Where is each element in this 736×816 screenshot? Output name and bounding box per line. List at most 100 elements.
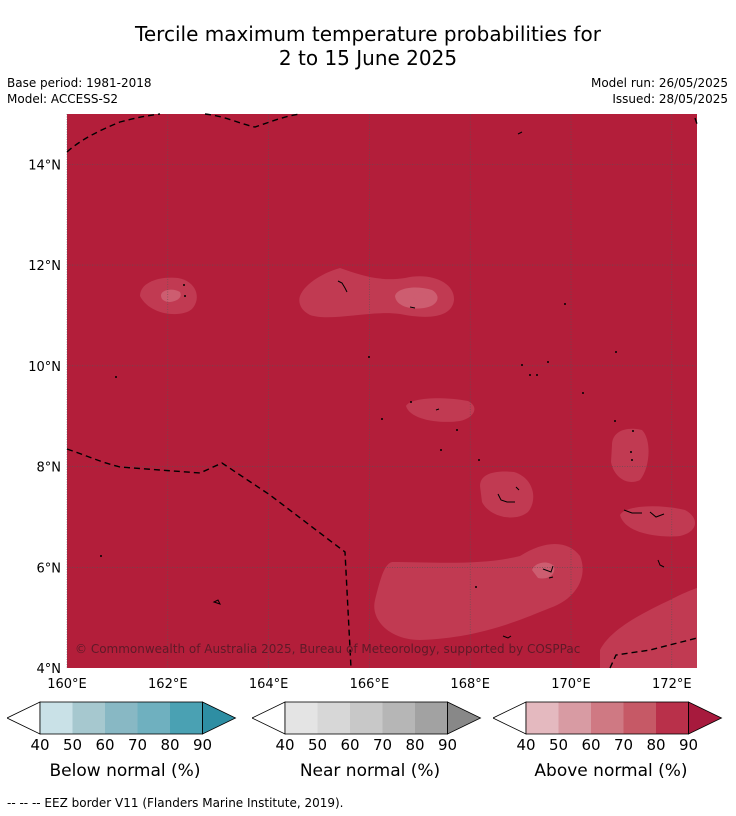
colorbar-title: Below normal (%) xyxy=(49,761,201,781)
island-dot-16 xyxy=(632,430,634,432)
colorbar-title: Above normal (%) xyxy=(534,761,688,781)
contour-core-4 xyxy=(532,562,555,579)
colorbar-extend-low xyxy=(7,701,41,735)
colorbar-segment xyxy=(656,702,689,734)
lat-tick-label: 14°N xyxy=(28,158,61,173)
lat-tick-label: 10°N xyxy=(28,360,61,375)
island-dot-5 xyxy=(456,429,458,431)
lon-tick-label: 168°E xyxy=(450,677,490,692)
island-2 xyxy=(409,306,416,309)
map-title: Tercile maximum temperature probabilitie… xyxy=(0,22,736,70)
base-period: Base period: 1981-2018 xyxy=(7,76,152,90)
graticule xyxy=(66,114,697,668)
island-dot-6 xyxy=(440,449,442,451)
lon-tick-label: 160°E xyxy=(47,677,87,692)
colorbar-tick-label: 50 xyxy=(308,736,327,754)
colorbar-tick-label: 70 xyxy=(614,736,633,754)
island-dots xyxy=(100,284,634,588)
probability-contours xyxy=(140,268,697,668)
island-dot-2 xyxy=(368,356,370,358)
lat-tick-label: 4°N xyxy=(37,662,62,677)
island-dot-10 xyxy=(536,374,538,376)
title-line-2: 2 to 15 June 2025 xyxy=(278,46,458,70)
colorbar-segment xyxy=(623,702,656,734)
lon-tick-label: 164°E xyxy=(249,677,289,692)
lat-tick-label: 8°N xyxy=(37,461,62,476)
colorbar-tick-label: 80 xyxy=(160,736,179,754)
island-dot-8 xyxy=(521,364,523,366)
colorbar-segment xyxy=(317,702,350,734)
eez-border-southeast xyxy=(609,637,698,669)
colorbar-extend-low xyxy=(493,701,527,735)
colorbar-segment xyxy=(72,702,105,734)
island-6 xyxy=(542,565,554,579)
colorbar-tick-label: 90 xyxy=(679,736,698,754)
colorbar-tick-label: 60 xyxy=(95,736,114,754)
colorbar-segment xyxy=(558,702,591,734)
eez-footnote: -- -- -- EEZ border V11 (Flanders Marine… xyxy=(7,796,344,810)
colorbar-segment xyxy=(170,702,203,734)
colorbar-extend-low xyxy=(252,701,286,735)
colorbar: 40 50 60 70 80 90 xyxy=(493,701,723,754)
island-dot-4 xyxy=(410,401,412,403)
eez-border-north xyxy=(66,113,161,153)
island-dot-9 xyxy=(529,374,531,376)
colorbar-extend-high xyxy=(202,701,237,735)
island-dot-18 xyxy=(631,459,633,461)
colorbar-extend-high xyxy=(447,701,482,735)
island-dot-7 xyxy=(478,459,480,461)
colorbar-segment xyxy=(526,702,559,734)
island-dot-11 xyxy=(547,361,549,363)
meta-right: Model run: 26/05/2025 Issued: 28/05/2025 xyxy=(591,75,728,107)
contour-patch-7 xyxy=(374,544,583,640)
colorbar-tick-label: 90 xyxy=(193,736,212,754)
island-dot-13 xyxy=(582,392,584,394)
colorbar-tick-label: 60 xyxy=(581,736,600,754)
copyright-notice: © Commonwealth of Australia 2025, Bureau… xyxy=(75,642,580,656)
colorbar-title: Near normal (%) xyxy=(299,761,441,781)
model-name: Model: ACCESS-S2 xyxy=(7,92,119,106)
contour-core-3 xyxy=(413,292,429,301)
eez-border-north-2 xyxy=(204,113,301,128)
colorbar-tick-label: 40 xyxy=(30,736,49,754)
colorbar-frame xyxy=(284,701,448,735)
colorbar-frame xyxy=(525,701,689,735)
island-dot-3 xyxy=(381,418,383,420)
lat-tick-label: 6°N xyxy=(37,561,62,576)
colorbar-tick-label: 70 xyxy=(128,736,147,754)
contour-patch-4 xyxy=(480,471,534,518)
latitude-tick-labels: 4°N 6°N 8°N 10°N 12°N 14°N xyxy=(28,158,61,677)
island-4 xyxy=(497,486,520,503)
island-1 xyxy=(337,280,348,293)
island-7 xyxy=(212,599,221,605)
colorbar: 40 50 60 70 80 90 xyxy=(252,701,482,754)
island-dot-20 xyxy=(100,555,102,557)
island-3 xyxy=(435,408,440,411)
colorbar-tick-label: 90 xyxy=(438,736,457,754)
contour-patch-5 xyxy=(611,428,649,482)
island-dot-15 xyxy=(614,420,616,422)
colorbar-segment xyxy=(137,702,170,734)
island-dot-12 xyxy=(564,303,566,305)
probability-contours-inner xyxy=(161,287,555,579)
model-run: Model run: 26/05/2025 xyxy=(590,76,728,90)
island-8 xyxy=(517,131,523,135)
island-dot-1 xyxy=(115,376,117,378)
island-10 xyxy=(502,635,512,639)
colorbar-tick-label: 50 xyxy=(549,736,568,754)
lon-tick-label: 166°E xyxy=(350,677,390,692)
colorbar-frame xyxy=(39,701,203,735)
colorbar-segment xyxy=(105,702,138,734)
meta-left: Base period: 1981-2018 Model: ACCESS-S2 xyxy=(7,75,152,107)
probability-map: © Commonwealth of Australia 2025, Bureau… xyxy=(28,113,698,692)
eez-borders xyxy=(66,113,698,669)
colorbar-tick-label: 40 xyxy=(275,736,294,754)
colorbar-tick-label: 80 xyxy=(646,736,665,754)
colorbar-extend-high xyxy=(688,701,723,735)
contour-patch-3 xyxy=(406,398,475,422)
issued-date: Issued: 28/05/2025 xyxy=(612,92,728,106)
eez-border-east-edge xyxy=(694,117,698,125)
colorbar-segment xyxy=(591,702,624,734)
island-dot-17 xyxy=(630,451,632,453)
colorbar-segment xyxy=(415,702,448,734)
